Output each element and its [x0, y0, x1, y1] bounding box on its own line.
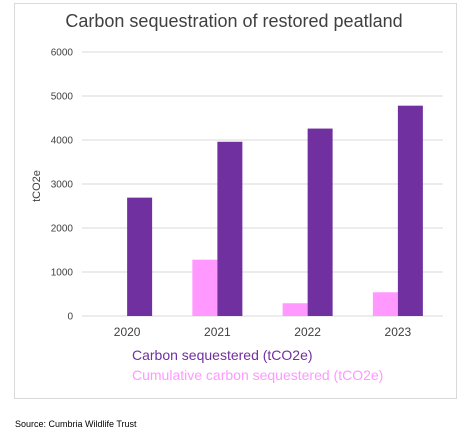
bar-sequestered-2023 — [397, 105, 423, 317]
legend-item-carbon-sequestered: Carbon sequestered (tCO2e) — [132, 347, 313, 363]
x-tick-label: 2022 — [294, 325, 321, 339]
bar-sequestered-2022 — [307, 128, 333, 316]
bar-sequestered-2021 — [217, 141, 243, 316]
y-tick-label: 2000 — [51, 224, 74, 235]
y-tick-label: 6000 — [51, 48, 74, 59]
legend-item-cumulative-carbon: Cumulative carbon sequestered (tCO2e) — [132, 367, 384, 383]
y-tick-label: 4000 — [51, 136, 74, 147]
x-tick-label: 2023 — [385, 325, 412, 339]
y-tick-label: 1000 — [51, 268, 74, 279]
bar-cumulative-2021 — [192, 259, 218, 316]
bar-cumulative-2022 — [282, 303, 308, 316]
bar-cumulative-2023 — [372, 292, 398, 316]
chart-title: Carbon sequestration of restored peatlan… — [65, 11, 403, 31]
x-axis-ticks: 2020 2021 2022 2023 — [114, 325, 412, 339]
y-axis-ticks: 0 1000 2000 3000 4000 5000 6000 — [51, 48, 74, 323]
bars — [127, 105, 423, 317]
x-tick-label: 2020 — [114, 325, 141, 339]
y-tick-label: 3000 — [51, 180, 74, 191]
y-tick-label: 0 — [67, 312, 73, 323]
bar-sequestered-2020 — [127, 197, 153, 316]
source-note: Source: Cumbria Wildlife Trust — [15, 419, 137, 429]
x-tick-label: 2021 — [204, 325, 231, 339]
y-tick-label: 5000 — [51, 92, 74, 103]
y-axis-label: tCO2e — [31, 170, 43, 202]
